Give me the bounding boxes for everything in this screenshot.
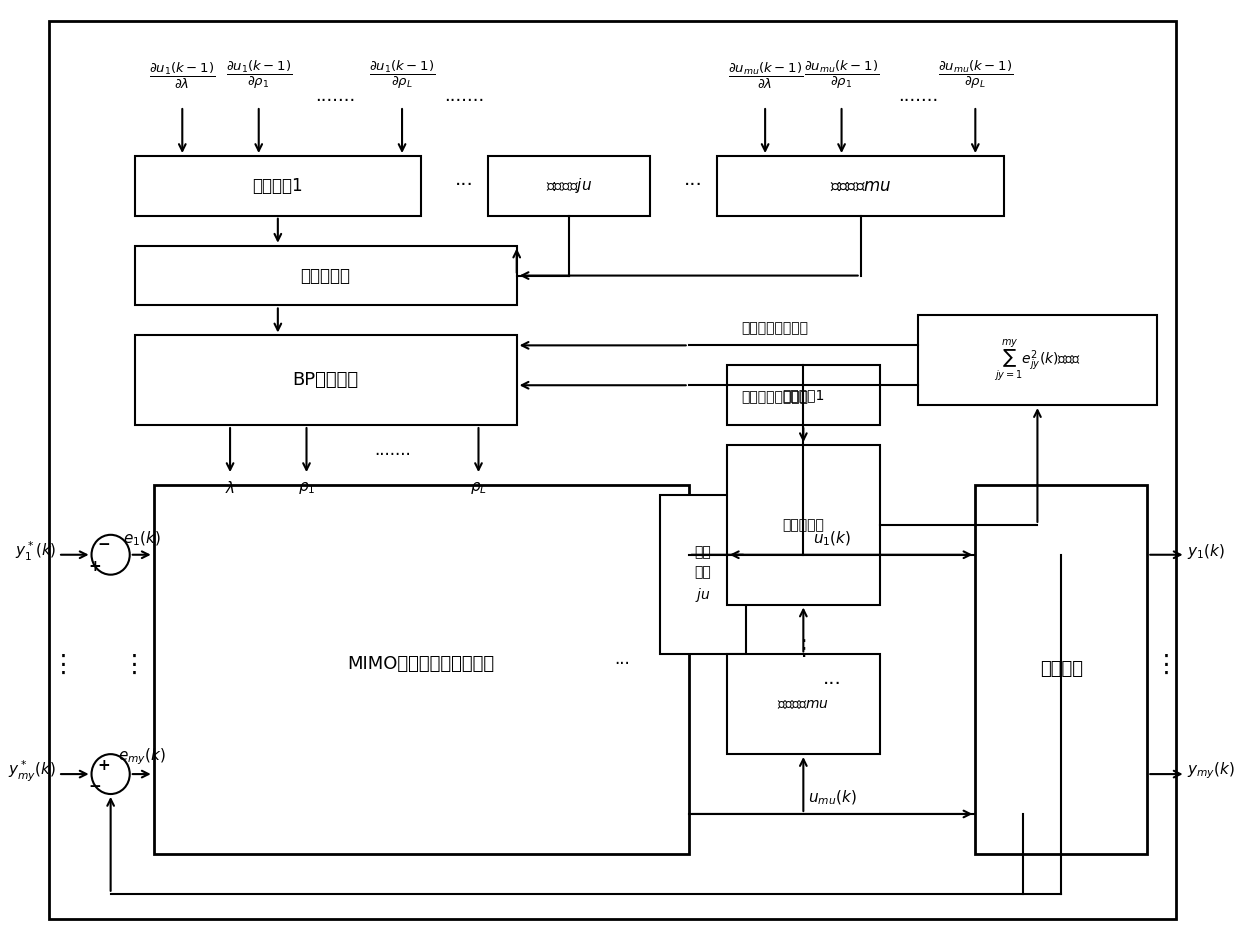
Text: ⋮: ⋮ [51, 653, 76, 676]
Text: 更新隐含层权系数: 更新隐含层权系数 [742, 322, 808, 336]
Text: −: − [88, 779, 100, 794]
FancyBboxPatch shape [727, 654, 879, 755]
FancyBboxPatch shape [134, 156, 422, 216]
FancyBboxPatch shape [134, 246, 517, 306]
Text: 梯度
信息
$ju$: 梯度 信息 $ju$ [694, 546, 712, 604]
Text: ···: ··· [614, 655, 630, 673]
Text: 被控对象: 被控对象 [1040, 660, 1083, 679]
Text: 偏导信息1: 偏导信息1 [253, 177, 303, 194]
Text: 梯度信息集: 梯度信息集 [782, 518, 825, 532]
Text: $u_{mu}(k)$: $u_{mu}(k)$ [807, 788, 857, 807]
Text: $y_1(k)$: $y_1(k)$ [1188, 542, 1225, 561]
Text: ···: ··· [822, 675, 842, 694]
FancyBboxPatch shape [154, 485, 688, 854]
Text: ·······: ······· [898, 92, 939, 110]
Text: MIMO偏格式无模型控制器: MIMO偏格式无模型控制器 [347, 655, 495, 673]
Text: 更新输出层权系数: 更新输出层权系数 [742, 390, 808, 404]
Text: $\dfrac{\partial u_1(k-1)}{\partial \rho_1}$: $\dfrac{\partial u_1(k-1)}{\partial \rho… [226, 59, 291, 91]
Text: 偏导信息$mu$: 偏导信息$mu$ [830, 177, 892, 194]
Text: ···: ··· [684, 177, 703, 195]
Text: ⋮: ⋮ [122, 653, 148, 676]
Text: $\rho_L$: $\rho_L$ [470, 480, 487, 496]
Text: 偏导信息$ju$: 偏导信息$ju$ [546, 177, 593, 195]
FancyBboxPatch shape [727, 445, 879, 605]
Text: $y_{my}(k)$: $y_{my}(k)$ [1188, 761, 1235, 782]
FancyBboxPatch shape [718, 156, 1004, 216]
Text: +: + [88, 559, 100, 574]
Text: ···: ··· [455, 177, 474, 195]
Text: $\dfrac{\partial u_1(k-1)}{\partial \rho_L}$: $\dfrac{\partial u_1(k-1)}{\partial \rho… [370, 59, 435, 91]
Text: $\rho_1$: $\rho_1$ [298, 480, 315, 496]
Text: $e_1(k)$: $e_1(k)$ [123, 529, 161, 548]
FancyBboxPatch shape [489, 156, 651, 216]
FancyBboxPatch shape [727, 366, 879, 425]
FancyBboxPatch shape [134, 336, 517, 425]
FancyBboxPatch shape [976, 485, 1147, 854]
Text: $y_{my}^*(k)$: $y_{my}^*(k)$ [9, 758, 56, 784]
Text: ·······: ······· [444, 92, 485, 110]
Text: −: − [98, 538, 110, 553]
Text: ⋮: ⋮ [1154, 653, 1179, 676]
Text: $e_{my}(k)$: $e_{my}(k)$ [118, 746, 166, 767]
Text: $\dfrac{\partial u_{mu}(k-1)}{\partial \rho_1}$: $\dfrac{\partial u_{mu}(k-1)}{\partial \… [804, 59, 879, 91]
FancyBboxPatch shape [918, 315, 1157, 405]
Text: $y_1^*(k)$: $y_1^*(k)$ [15, 540, 56, 564]
Text: ·······: ······· [315, 92, 356, 110]
Text: ⋮: ⋮ [792, 640, 815, 659]
Text: 梯度信息$mu$: 梯度信息$mu$ [777, 698, 830, 712]
Text: ·······: ······· [374, 446, 410, 464]
FancyBboxPatch shape [660, 495, 746, 654]
Text: +: + [98, 757, 110, 772]
Text: $\dfrac{\partial u_{mu}(k-1)}{\partial \rho_L}$: $\dfrac{\partial u_{mu}(k-1)}{\partial \… [937, 59, 1013, 91]
Text: $\dfrac{\partial u_{mu}(k-1)}{\partial \lambda}$: $\dfrac{\partial u_{mu}(k-1)}{\partial \… [728, 61, 802, 91]
Text: 偏导信息集: 偏导信息集 [300, 266, 351, 284]
Text: $u_1(k)$: $u_1(k)$ [813, 529, 851, 548]
Text: 梯度信息1: 梯度信息1 [782, 388, 825, 402]
Text: BP神经网络: BP神经网络 [293, 371, 358, 389]
Text: $\dfrac{\partial u_1(k-1)}{\partial \lambda}$: $\dfrac{\partial u_1(k-1)}{\partial \lam… [149, 61, 216, 91]
Text: $\lambda$: $\lambda$ [224, 480, 236, 496]
Text: $\sum_{jy=1}^{my}e^2_{jy}(k)$最小化: $\sum_{jy=1}^{my}e^2_{jy}(k)$最小化 [994, 338, 1081, 383]
